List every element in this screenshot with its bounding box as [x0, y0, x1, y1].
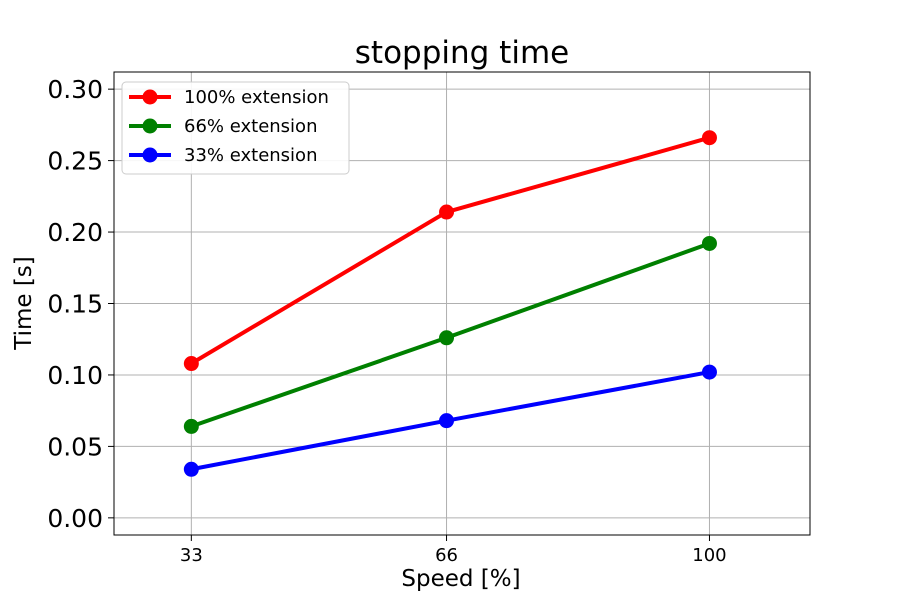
series-1	[183, 235, 717, 434]
legend-marker	[142, 89, 158, 105]
x-tick-label: 100	[692, 545, 726, 566]
legend-label: 100% extension	[184, 87, 329, 108]
series-0	[183, 130, 717, 372]
y-tick-label: 0.05	[47, 432, 103, 461]
series-layer	[183, 130, 717, 477]
data-point	[183, 418, 199, 434]
legend-item: 33% extension	[129, 145, 317, 166]
grid	[114, 72, 810, 535]
y-tick-label: 0.20	[47, 218, 103, 247]
x-tick-label: 33	[180, 545, 203, 566]
legend-marker	[142, 118, 158, 134]
legend-item: 66% extension	[129, 116, 317, 137]
y-tick-label: 0.10	[47, 361, 103, 390]
legend-label: 66% extension	[184, 116, 317, 137]
y-tick-label: 0.00	[47, 504, 103, 533]
data-point	[439, 204, 455, 220]
data-point	[439, 413, 455, 429]
legend: 100% extension 66% extension 33% extension	[121, 81, 350, 175]
y-tick-label: 0.25	[47, 147, 103, 176]
legend-label: 33% extension	[184, 145, 317, 166]
x-tick-label: 66	[435, 545, 458, 566]
y-axis-label: Time [s]	[11, 256, 37, 351]
legend-item: 100% extension	[129, 87, 329, 108]
series-2	[183, 364, 717, 477]
x-axis-ticks: 33 66 100	[180, 535, 727, 566]
chart-title: stopping time	[355, 35, 569, 71]
data-point	[183, 356, 199, 372]
y-tick-label: 0.15	[47, 290, 103, 319]
data-point	[439, 330, 455, 346]
x-axis-label: Speed [%]	[401, 566, 520, 592]
data-point	[183, 461, 199, 477]
legend-marker	[142, 147, 158, 163]
legend-box	[121, 81, 350, 175]
y-tick-label: 0.30	[47, 75, 103, 104]
y-axis-ticks: 0.00 0.05 0.10 0.15 0.20 0.25 0.30	[47, 75, 114, 533]
data-point	[701, 364, 717, 380]
data-point	[701, 130, 717, 146]
data-point	[701, 235, 717, 251]
